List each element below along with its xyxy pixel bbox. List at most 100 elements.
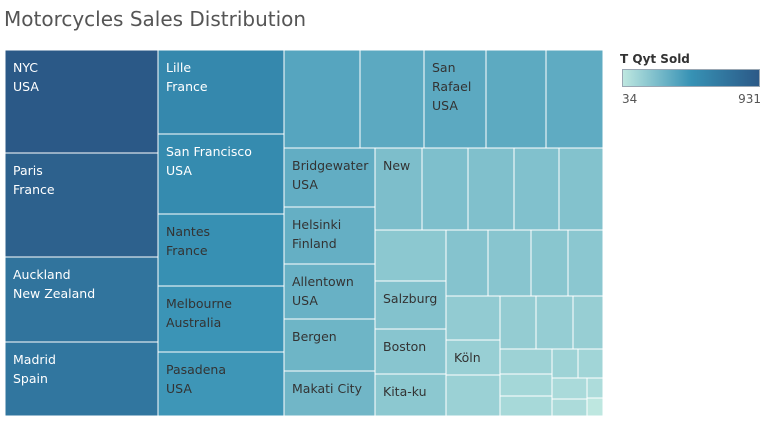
treemap-label: USA (166, 163, 192, 178)
treemap-label: NYC (13, 60, 38, 75)
treemap-cell[interactable] (551, 398, 588, 417)
treemap-rect[interactable] (535, 295, 574, 350)
treemap-cell[interactable]: Melbourne Australia (157, 285, 285, 353)
treemap-rect[interactable] (513, 147, 560, 231)
treemap-rect[interactable] (445, 295, 501, 341)
treemap-rect[interactable] (374, 229, 447, 282)
treemap-rect[interactable] (577, 348, 604, 379)
treemap-rect[interactable] (558, 147, 604, 231)
treemap-rect[interactable] (485, 49, 547, 149)
treemap-cell[interactable] (567, 229, 604, 297)
treemap-rect[interactable] (445, 339, 501, 376)
treemap-rect[interactable] (157, 351, 285, 417)
treemap-cell[interactable] (487, 229, 532, 297)
treemap-rect[interactable] (551, 377, 588, 400)
treemap-rect[interactable] (545, 49, 604, 149)
treemap-cell[interactable]: Nantes France (157, 213, 285, 287)
treemap-cell[interactable] (586, 397, 604, 417)
treemap-cell[interactable] (485, 49, 547, 149)
treemap-rect[interactable] (374, 328, 447, 375)
treemap-cell[interactable] (513, 147, 560, 231)
color-legend-gradient (622, 69, 760, 87)
treemap-rect[interactable] (530, 229, 569, 297)
treemap-cell[interactable] (551, 377, 588, 400)
treemap-rect[interactable] (467, 147, 515, 231)
treemap-rect[interactable] (567, 229, 604, 297)
treemap-rect[interactable] (586, 397, 604, 417)
treemap-rect[interactable] (283, 318, 376, 372)
treemap-cell[interactable]: Salzburg (374, 280, 447, 330)
treemap-cell[interactable] (577, 348, 604, 379)
treemap-rect[interactable] (283, 263, 376, 320)
treemap-cell[interactable] (359, 49, 425, 149)
treemap-cell[interactable]: Köln (445, 339, 501, 376)
treemap-cell[interactable]: Pasadena USA (157, 351, 285, 417)
treemap-cell[interactable] (572, 295, 604, 350)
treemap-cell[interactable] (467, 147, 515, 231)
treemap-rect[interactable] (4, 49, 159, 154)
treemap-cell[interactable] (545, 49, 604, 149)
treemap-cell[interactable] (445, 295, 501, 341)
treemap-cell[interactable] (586, 377, 604, 399)
treemap-label: Bergen (292, 329, 337, 344)
treemap-rect[interactable] (421, 147, 469, 231)
treemap-label: Nantes (166, 224, 210, 239)
treemap-rect[interactable] (4, 152, 159, 258)
treemap-cell[interactable]: Makati City (283, 370, 376, 417)
treemap-rect[interactable] (487, 229, 532, 297)
treemap-rect[interactable] (359, 49, 425, 149)
treemap-rect[interactable] (445, 229, 489, 297)
treemap-cell[interactable]: Lille France (157, 49, 285, 135)
treemap-label: USA (166, 381, 192, 396)
treemap-rect[interactable] (499, 348, 553, 375)
treemap-cell[interactable] (499, 348, 553, 375)
treemap-cell[interactable] (551, 348, 579, 379)
treemap-rect[interactable] (445, 374, 501, 417)
treemap-cell[interactable]: Boston (374, 328, 447, 375)
treemap-rect[interactable] (551, 348, 579, 379)
treemap-cell[interactable] (421, 147, 469, 231)
treemap-rect[interactable] (551, 398, 588, 417)
treemap-label: Köln (454, 350, 481, 365)
treemap-rect[interactable] (499, 295, 537, 350)
treemap-cell[interactable]: New (374, 147, 423, 231)
treemap-rect[interactable] (283, 49, 361, 149)
treemap-label: Auckland (13, 267, 71, 282)
treemap-cell[interactable]: San Francisco USA (157, 133, 285, 215)
treemap-cell[interactable]: NYC USA (4, 49, 159, 154)
treemap-label: Spain (13, 371, 48, 386)
treemap-cell[interactable] (499, 373, 553, 397)
treemap-label: France (13, 182, 55, 197)
treemap-cell[interactable] (530, 229, 569, 297)
treemap-rect[interactable] (499, 373, 553, 397)
treemap-rect[interactable] (283, 206, 376, 265)
treemap-cell[interactable]: Helsinki Finland (283, 206, 376, 265)
treemap-cell[interactable] (499, 295, 537, 350)
treemap-label: USA (13, 79, 39, 94)
treemap-rect[interactable] (374, 373, 447, 417)
treemap-rect[interactable] (499, 395, 553, 417)
treemap-rect[interactable] (157, 213, 285, 287)
treemap-cell[interactable] (374, 229, 447, 282)
treemap-rect[interactable] (4, 341, 159, 417)
treemap-cell[interactable]: Kita-ku (374, 373, 447, 417)
treemap-label: Madrid (13, 352, 56, 367)
treemap-cell[interactable] (535, 295, 574, 350)
treemap-cell[interactable] (499, 395, 553, 417)
treemap-cell[interactable]: Auckland New Zealand (4, 256, 159, 343)
chart-title: Motorcycles Sales Distribution (4, 7, 307, 31)
treemap-rect[interactable] (586, 377, 604, 399)
treemap-cell[interactable] (283, 49, 361, 149)
treemap-cell[interactable]: Paris France (4, 152, 159, 258)
treemap-cell[interactable]: Allentown USA (283, 263, 376, 320)
treemap-rect[interactable] (283, 370, 376, 417)
treemap-cell[interactable]: Madrid Spain (4, 341, 159, 417)
treemap-cell[interactable] (445, 229, 489, 297)
treemap-cell[interactable] (445, 374, 501, 417)
treemap-cell[interactable]: San Rafael USA (423, 49, 487, 149)
treemap-cell[interactable]: Bergen (283, 318, 376, 372)
treemap-cell[interactable]: Bridgewater USA (283, 147, 376, 208)
treemap-label: New (383, 158, 410, 173)
treemap-cell[interactable] (558, 147, 604, 231)
treemap-rect[interactable] (572, 295, 604, 350)
